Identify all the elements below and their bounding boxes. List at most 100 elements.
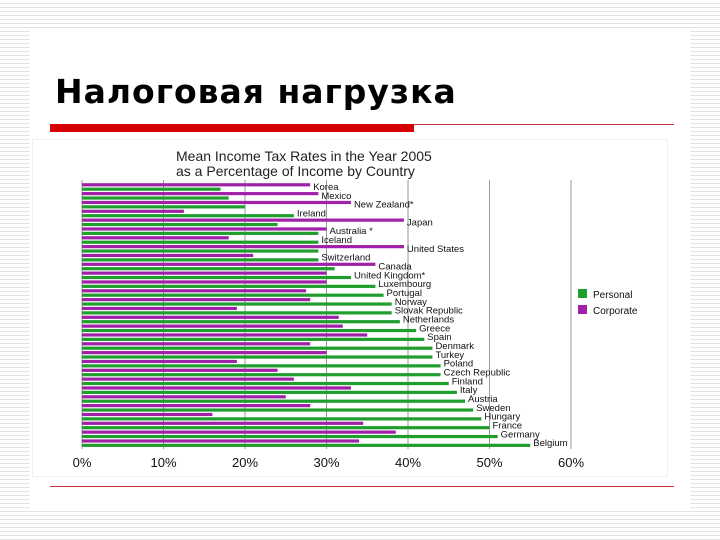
bar-corporate xyxy=(82,315,339,319)
bar-corporate xyxy=(82,324,343,328)
bar-personal xyxy=(82,258,319,262)
category-label: New Zealand* xyxy=(354,200,414,211)
chart-subtitle: as a Percentage of Income by Country xyxy=(176,163,415,179)
bar-corporate xyxy=(82,245,404,249)
category-label: Denmark xyxy=(435,341,474,352)
category-label: Iceland xyxy=(321,235,352,246)
bars-group xyxy=(82,183,531,447)
category-label: Czech Republic xyxy=(444,368,511,379)
bar-personal xyxy=(82,311,392,315)
category-label: Austria xyxy=(468,394,498,405)
bar-personal xyxy=(82,373,441,377)
x-tick-label: 0% xyxy=(73,455,92,470)
bar-personal xyxy=(82,222,278,227)
bar-personal xyxy=(82,355,433,359)
title-rule xyxy=(414,124,674,125)
bar-corporate xyxy=(82,421,364,425)
category-label: Ireland xyxy=(297,209,326,220)
chart-panel: Mean Income Tax Rates in the Year 2005 a… xyxy=(33,140,667,476)
bar-corporate xyxy=(82,430,396,434)
category-label: Greece xyxy=(419,323,450,334)
x-tick-label: 50% xyxy=(476,455,502,470)
bar-corporate xyxy=(82,404,311,408)
bar-personal xyxy=(82,231,319,235)
bar-corporate xyxy=(82,200,351,205)
x-tick-label: 30% xyxy=(313,455,339,470)
category-label: United States xyxy=(407,244,464,255)
bar-corporate xyxy=(82,227,327,231)
legend-label-corporate: Corporate xyxy=(593,306,638,317)
bar-personal xyxy=(82,443,531,447)
bar-personal xyxy=(82,267,335,271)
category-label: Hungary xyxy=(484,412,520,423)
bar-personal xyxy=(82,275,351,280)
bar-corporate xyxy=(82,359,237,364)
x-axis-ticks: 0% 10% 20% 30% 40% 50% 60% xyxy=(73,455,585,470)
bar-corporate xyxy=(82,218,404,222)
category-label: Belgium xyxy=(533,438,567,449)
category-label: Norway xyxy=(395,297,427,308)
legend-label-personal: Personal xyxy=(593,290,632,301)
bar-personal xyxy=(82,337,425,341)
bar-personal xyxy=(82,205,245,209)
bar-corporate xyxy=(82,368,278,372)
bar-corporate xyxy=(82,236,229,240)
category-label: Portugal xyxy=(387,288,422,299)
title-accent-bar xyxy=(50,124,414,132)
slide-title: Налоговая нагрузка xyxy=(55,72,457,111)
category-label: France xyxy=(493,421,523,432)
legend-swatch-personal xyxy=(578,289,587,298)
bar-corporate xyxy=(82,298,311,302)
category-label: Finland xyxy=(452,376,483,387)
bar-corporate xyxy=(82,333,368,337)
bar-corporate xyxy=(82,351,327,355)
category-label: United Kingdom* xyxy=(354,270,426,281)
bar-personal xyxy=(82,346,433,350)
x-tick-label: 10% xyxy=(150,455,176,470)
category-label: Germany xyxy=(501,429,540,440)
category-label: Slovak Republic xyxy=(395,306,463,317)
bar-corporate xyxy=(82,271,327,275)
category-label: Luxembourg xyxy=(378,279,431,290)
bar-personal xyxy=(82,426,490,430)
category-label: Mexico xyxy=(321,191,351,202)
category-label: Canada xyxy=(378,262,412,273)
bar-personal xyxy=(82,417,482,421)
bar-corporate xyxy=(82,412,213,417)
category-label: Korea xyxy=(313,182,339,193)
bar-personal xyxy=(82,320,400,324)
bar-corporate xyxy=(82,289,307,293)
legend: Personal Corporate xyxy=(578,289,638,317)
category-label: Netherlands xyxy=(403,315,454,326)
bar-personal xyxy=(82,302,392,306)
chart-title: Mean Income Tax Rates in the Year 2005 xyxy=(176,148,432,164)
bar-personal xyxy=(82,399,466,403)
bottom-rule xyxy=(50,486,674,487)
category-label: Japan xyxy=(407,217,433,228)
bar-corporate xyxy=(82,253,254,258)
bar-corporate xyxy=(82,280,327,284)
bar-corporate xyxy=(82,377,294,381)
bar-corporate xyxy=(82,209,184,213)
category-label: Italy xyxy=(460,385,478,396)
bar-corporate xyxy=(82,192,319,196)
bar-corporate xyxy=(82,386,351,390)
bar-corporate xyxy=(82,439,360,443)
bar-personal xyxy=(82,408,474,412)
x-tick-label: 20% xyxy=(232,455,258,470)
category-label: Turkey xyxy=(435,350,464,361)
bar-corporate xyxy=(82,342,311,346)
bar-personal xyxy=(82,328,417,333)
bar-personal xyxy=(82,249,319,253)
bar-corporate xyxy=(82,262,376,266)
bar-personal xyxy=(82,390,457,394)
category-label: Australia * xyxy=(330,226,374,237)
x-tick-label: 40% xyxy=(395,455,421,470)
bar-personal xyxy=(82,381,449,386)
bar-personal xyxy=(82,293,384,297)
x-tick-label: 60% xyxy=(558,455,584,470)
category-label: Poland xyxy=(444,359,474,370)
bar-personal xyxy=(82,284,376,288)
bar-personal xyxy=(82,214,294,218)
